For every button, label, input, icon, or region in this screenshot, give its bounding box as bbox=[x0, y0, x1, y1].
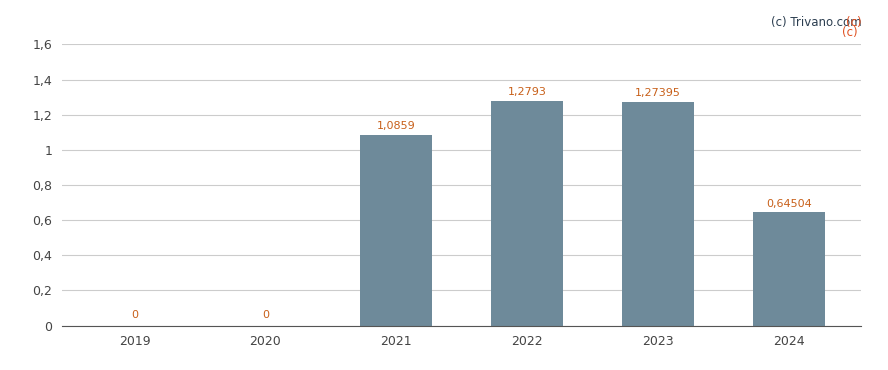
Text: (c) Trivano.com: (c) Trivano.com bbox=[771, 16, 861, 29]
Bar bbox=[361, 135, 432, 326]
Bar bbox=[491, 101, 563, 326]
Bar bbox=[622, 102, 694, 326]
Text: 1,27395: 1,27395 bbox=[635, 88, 681, 98]
Bar bbox=[753, 212, 825, 326]
Text: 0: 0 bbox=[262, 310, 269, 320]
Text: (c): (c) bbox=[845, 16, 861, 29]
Text: 0: 0 bbox=[131, 310, 138, 320]
Text: (c): (c) bbox=[842, 26, 861, 39]
Text: 1,0859: 1,0859 bbox=[377, 121, 416, 131]
Text: 1,2793: 1,2793 bbox=[508, 87, 547, 97]
Text: 0,64504: 0,64504 bbox=[766, 199, 812, 209]
